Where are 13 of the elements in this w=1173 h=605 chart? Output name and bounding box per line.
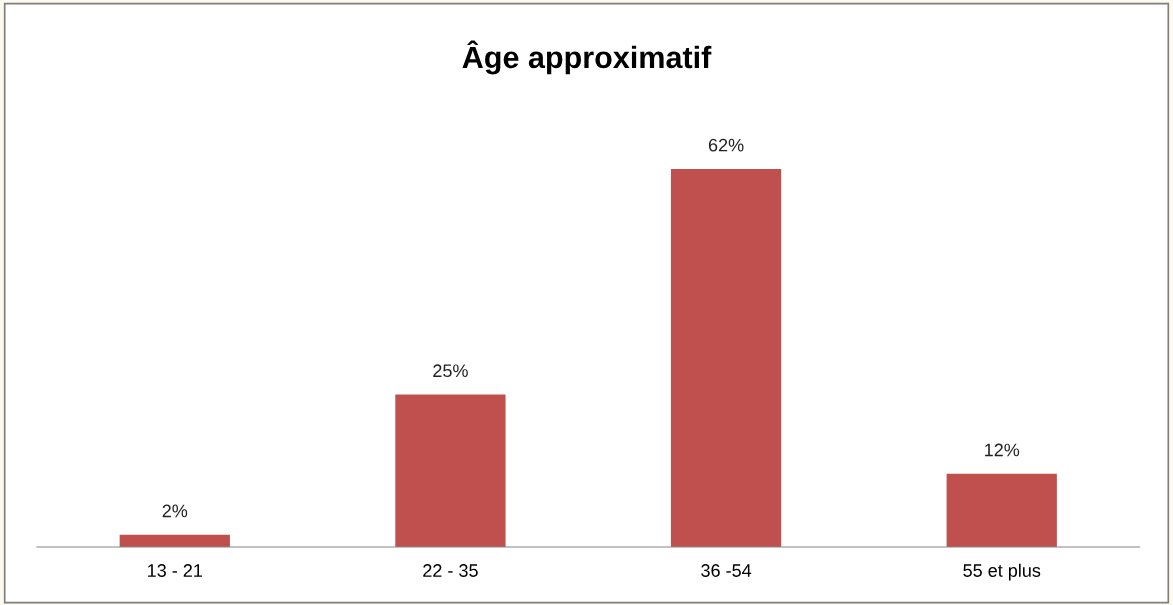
- x-tick-label: 13 - 21: [148, 564, 202, 577]
- data-label: 2%: [162, 504, 188, 518]
- data-label: 25%: [433, 364, 468, 378]
- data-label: 12%: [985, 443, 1020, 457]
- x-tick-label: 22 - 35: [423, 564, 478, 577]
- x-tick-label: 36 -54: [701, 564, 752, 577]
- bar: [946, 473, 1057, 547]
- x-tick-label: 55 et plus: [963, 563, 1041, 581]
- bar: [670, 168, 782, 547]
- chart-title: Âge approximatif: [462, 40, 712, 75]
- bar: [119, 534, 230, 547]
- bar: [395, 394, 506, 547]
- data-label: 62%: [708, 138, 744, 152]
